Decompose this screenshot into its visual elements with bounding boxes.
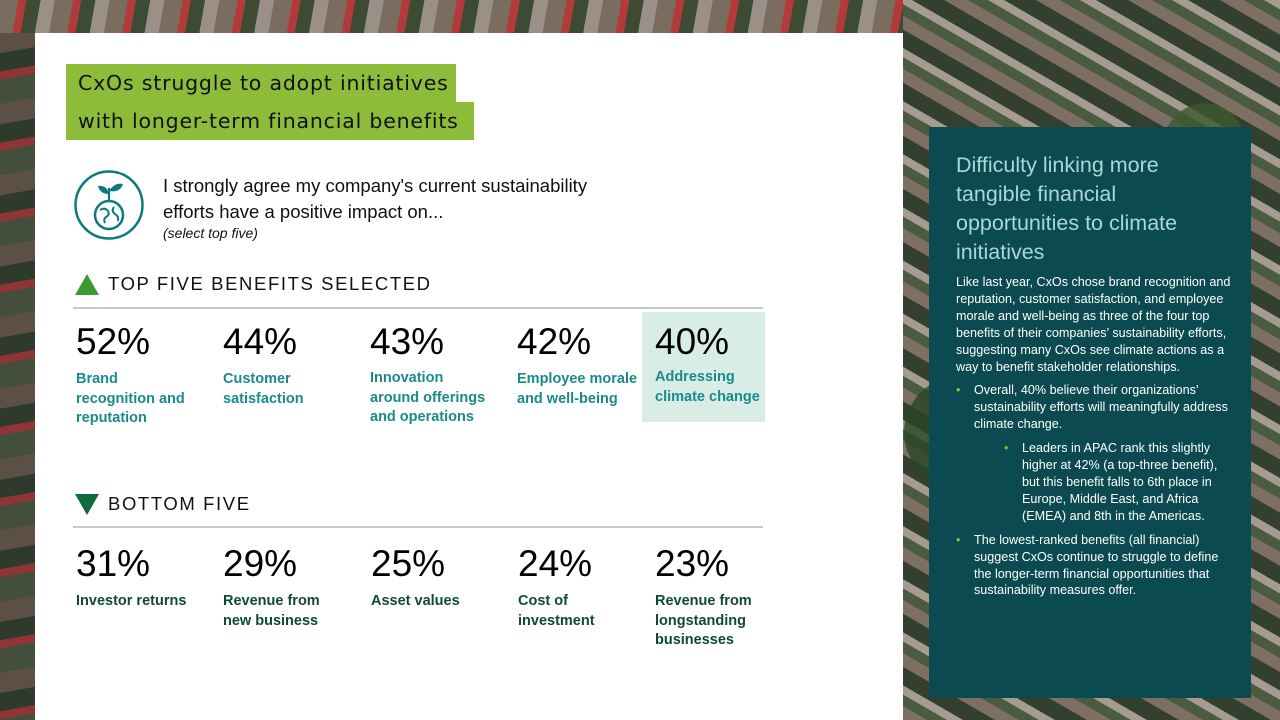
top-stat-5: 40% Addressing climate change [655, 322, 783, 407]
bottom-five-heading-text: BOTTOM FIVE [108, 493, 251, 514]
stat-label: Revenue from longstanding businesses [655, 593, 752, 648]
card-bullets: Overall, 40% believe their organizations… [956, 382, 1231, 599]
survey-statement: I strongly agree my company's current su… [163, 173, 683, 225]
stat-percent: 40% [655, 321, 730, 362]
bottom-five-heading: BOTTOM FIVE [75, 493, 251, 515]
title-line-2: with longer-term financial benefits [66, 102, 474, 140]
card-intro: Like last year, CxOs chose brand recogni… [956, 275, 1231, 374]
title-line-1: CxOs struggle to adopt initiatives [66, 64, 456, 102]
stat-label: Cost of investment [518, 593, 595, 629]
top-stat-3: 43% Innovation around offerings and oper… [370, 322, 498, 428]
bottom-divider [73, 526, 763, 528]
card-bullet-1: Overall, 40% believe their organizations… [956, 382, 1231, 433]
triangle-up-icon [75, 273, 99, 295]
top-stat-4: 42% Employee morale and well-being [517, 322, 645, 409]
top-divider [73, 307, 763, 309]
card-title: Difficulty linking more tangible financi… [956, 153, 1178, 264]
statement-line-2: efforts have a positive impact on... [163, 201, 444, 222]
stat-percent: 43% [370, 321, 445, 362]
top-stat-2: 44% Customer satisfaction [223, 322, 351, 409]
stat-percent: 31% [76, 543, 151, 584]
content-panel: CxOs struggle to adopt initiatives with … [35, 33, 903, 720]
stat-label: Revenue from new business [223, 593, 320, 629]
stat-label: Customer satisfaction [223, 371, 304, 407]
triangle-down-icon [75, 493, 99, 515]
bottom-stat-2: 29% Revenue from new business [223, 544, 351, 631]
stat-label: Asset values [371, 593, 460, 609]
top-five-heading: TOP FIVE BENEFITS SELECTED [75, 273, 432, 295]
stat-label: Brand recognition and reputation [76, 371, 185, 426]
stat-percent: 25% [371, 543, 446, 584]
card-sub-bullet: Leaders in APAC rank this slightly highe… [1004, 440, 1231, 525]
stat-percent: 44% [223, 321, 298, 362]
background-photo-top [0, 0, 903, 33]
bottom-stat-1: 31% Investor returns [76, 544, 204, 612]
stat-percent: 29% [223, 543, 298, 584]
insight-card: Difficulty linking more tangible financi… [929, 127, 1251, 698]
bottom-stat-3: 25% Asset values [371, 544, 499, 612]
stat-label: Innovation around offerings and operatio… [370, 370, 486, 425]
bottom-stat-4: 24% Cost of investment [518, 544, 646, 631]
top-stat-1: 52% Brand recognition and reputation [76, 322, 204, 429]
statement-line-1: I strongly agree my company's current su… [163, 175, 588, 196]
stat-percent: 23% [655, 543, 730, 584]
stat-percent: 42% [517, 321, 592, 362]
stat-label: Investor returns [76, 593, 187, 609]
stat-label: Addressing climate change [655, 369, 760, 405]
stat-percent: 52% [76, 321, 151, 362]
card-bullet-2: The lowest-ranked benefits (all financia… [956, 532, 1231, 600]
bottom-stat-5: 23% Revenue from longstanding businesses [655, 544, 783, 651]
select-note: (select top five) [163, 225, 258, 241]
stat-label: Employee morale and well-being [517, 371, 638, 407]
top-five-heading-text: TOP FIVE BENEFITS SELECTED [108, 273, 432, 294]
globe-plant-icon [74, 170, 144, 240]
highlight-box [642, 312, 765, 422]
stat-percent: 24% [518, 543, 593, 584]
background-photo-left [0, 33, 35, 720]
card-body: Like last year, CxOs chose brand recogni… [956, 274, 1231, 599]
